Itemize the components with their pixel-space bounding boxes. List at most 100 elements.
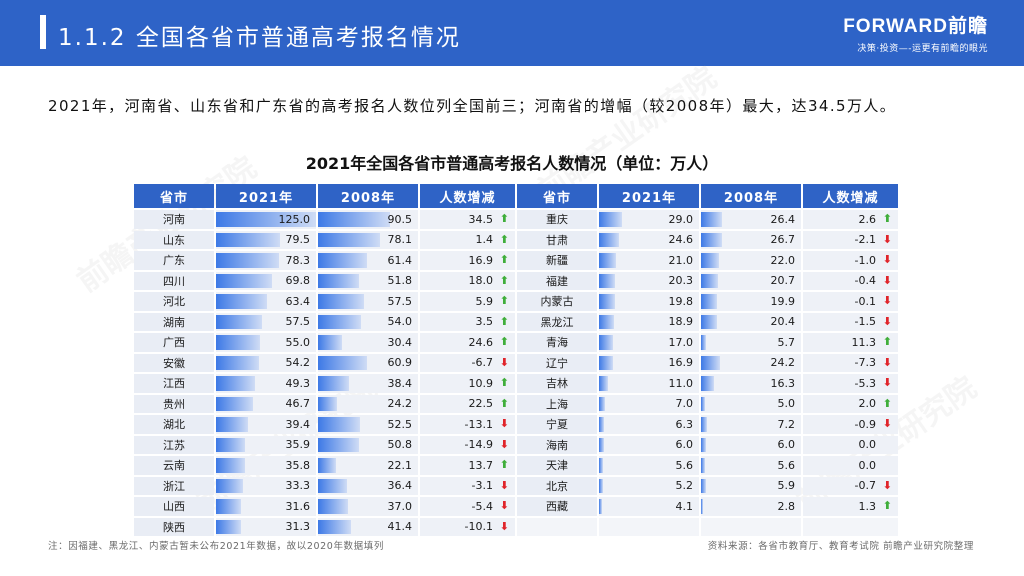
value-text: 24.6 <box>668 233 694 247</box>
change-cell: 0.0 <box>803 435 898 454</box>
table-row: 云南 35.8 22.1 13.7 ⬆ 天津 5.6 5.6 0.0 <box>134 456 898 475</box>
data-bar <box>318 253 368 268</box>
data-bar <box>599 273 616 288</box>
province-cell: 广西 <box>134 333 214 352</box>
data-bar <box>318 314 362 329</box>
data-bar <box>599 314 615 329</box>
value-2008-cell: 38.4 <box>318 374 418 393</box>
value-2008-cell: 90.5 <box>318 210 418 229</box>
value-text: 90.5 <box>387 212 413 226</box>
value-text: 16.9 <box>668 356 694 370</box>
value-2008-cell: 61.4 <box>318 251 418 270</box>
data-bar <box>216 519 242 534</box>
data-bar <box>701 232 723 247</box>
arrow-down-icon: ⬇ <box>499 519 509 533</box>
arrow-down-icon: ⬇ <box>882 417 892 430</box>
value-2021-cell: 35.9 <box>216 435 316 454</box>
value-text: 22.0 <box>770 253 796 267</box>
value-text: 125.0 <box>278 212 311 226</box>
arrow-up-icon: ⬆ <box>499 253 509 266</box>
value-2021-cell: 33.3 <box>216 476 316 495</box>
change-value: -5.3 <box>854 376 876 390</box>
source-note: 资料来源：各省市教育厅、教育考试院 前瞻产业研究院整理 <box>707 541 974 552</box>
value-text: 20.7 <box>770 274 796 288</box>
table-header-row: 省市 2021年 2008年 人数增减 省市 2021年 2008年 人数增减 <box>134 184 898 208</box>
change-value: 0.0 <box>858 458 877 472</box>
change-cell: -6.7 ⬇ <box>420 353 515 372</box>
data-bar <box>701 417 707 432</box>
province-cell: 重庆 <box>517 210 597 229</box>
value-2021-cell: 69.8 <box>216 271 316 290</box>
table-row: 湖南 57.5 54.0 3.5 ⬆ 黑龙江 18.9 20.4 -1.5 ⬇ <box>134 312 898 331</box>
data-bar <box>599 335 613 350</box>
value-2021-cell: 6.3 <box>599 415 699 434</box>
change-value: 16.9 <box>468 253 494 267</box>
data-bar <box>599 212 623 227</box>
value-2008-cell: 20.7 <box>701 271 801 290</box>
value-2008-cell: 50.8 <box>318 435 418 454</box>
value-text: 5.6 <box>675 458 694 472</box>
province-cell: 江苏 <box>134 435 214 454</box>
table-title: 2021年全国各省市普通高考报名人数情况（单位：万人） <box>305 154 719 173</box>
value-text: 18.9 <box>668 315 694 329</box>
change-value: 5.9 <box>475 294 494 308</box>
value-text: 24.2 <box>770 356 796 370</box>
province-cell: 河北 <box>134 292 214 311</box>
province-cell: 河南 <box>134 210 214 229</box>
table-row: 江苏 35.9 50.8 -14.9 ⬇ 海南 6.0 6.0 0.0 <box>134 435 898 454</box>
value-text: 21.0 <box>668 253 694 267</box>
value-2008-cell: 5.6 <box>701 456 801 475</box>
data-bar <box>318 478 348 493</box>
change-value: 18.0 <box>468 274 494 288</box>
brand-slogan: 决策·投资—-运更有前瞻的眼光 <box>857 44 988 54</box>
data-bar <box>216 437 245 452</box>
value-2008-cell: 54.0 <box>318 312 418 331</box>
value-text: 38.4 <box>387 376 413 390</box>
table-row: 河南 125.0 90.5 34.5 ⬆ 重庆 29.0 26.4 2.6 ⬆ <box>134 210 898 229</box>
value-2008-cell: 6.0 <box>701 435 801 454</box>
value-2021-cell: 55.0 <box>216 333 316 352</box>
province-cell: 云南 <box>134 456 214 475</box>
value-text: 5.7 <box>777 335 796 349</box>
value-text: 51.8 <box>387 274 413 288</box>
value-text: 37.0 <box>387 499 413 513</box>
change-cell: 13.7 ⬆ <box>420 456 515 475</box>
page-title: 1.1.2 全国各省市普通高考报名情况 <box>58 25 461 51</box>
change-value: -1.0 <box>854 253 876 267</box>
value-2021-cell: 49.3 <box>216 374 316 393</box>
data-bar <box>599 396 605 411</box>
data-table: 省市 2021年 2008年 人数增减 省市 2021年 2008年 人数增减 … <box>132 182 898 538</box>
data-bar <box>701 437 706 452</box>
value-2021-cell: 57.5 <box>216 312 316 331</box>
data-bar <box>701 355 721 370</box>
arrow-down-icon: ⬇ <box>499 499 509 512</box>
data-bar <box>701 212 723 227</box>
province-cell: 湖南 <box>134 312 214 331</box>
data-bar <box>318 294 364 309</box>
change-value: 13.7 <box>468 458 494 472</box>
data-bar <box>216 478 243 493</box>
value-text: 6.0 <box>777 438 796 452</box>
province-cell: 宁夏 <box>517 415 597 434</box>
arrow-up-icon: ⬆ <box>499 212 509 225</box>
arrow-down-icon: ⬇ <box>882 253 892 266</box>
province-cell: 山西 <box>134 497 214 516</box>
table-row: 浙江 33.3 36.4 -3.1 ⬇ 北京 5.2 5.9 -0.7 ⬇ <box>134 476 898 495</box>
value-2008-cell: 7.2 <box>701 415 801 434</box>
value-text: 33.3 <box>285 479 311 493</box>
province-cell: 青海 <box>517 333 597 352</box>
change-cell: -0.1 ⬇ <box>803 292 898 311</box>
data-bar <box>599 458 604 473</box>
province-cell: 福建 <box>517 271 597 290</box>
value-text: 30.4 <box>387 335 413 349</box>
value-2021-cell: 35.8 <box>216 456 316 475</box>
arrow-up-icon: ⬆ <box>499 458 509 471</box>
data-bar <box>216 294 267 309</box>
change-value: 11.3 <box>851 335 877 349</box>
table-row: 四川 69.8 51.8 18.0 ⬆ 福建 20.3 20.7 -0.4 ⬇ <box>134 271 898 290</box>
table-row: 安徽 54.2 60.9 -6.7 ⬇ 辽宁 16.9 24.2 -7.3 ⬇ <box>134 353 898 372</box>
change-value: 10.9 <box>468 376 494 390</box>
value-text: 17.0 <box>668 335 694 349</box>
province-cell: 西藏 <box>517 497 597 516</box>
arrow-up-icon: ⬆ <box>882 212 892 225</box>
